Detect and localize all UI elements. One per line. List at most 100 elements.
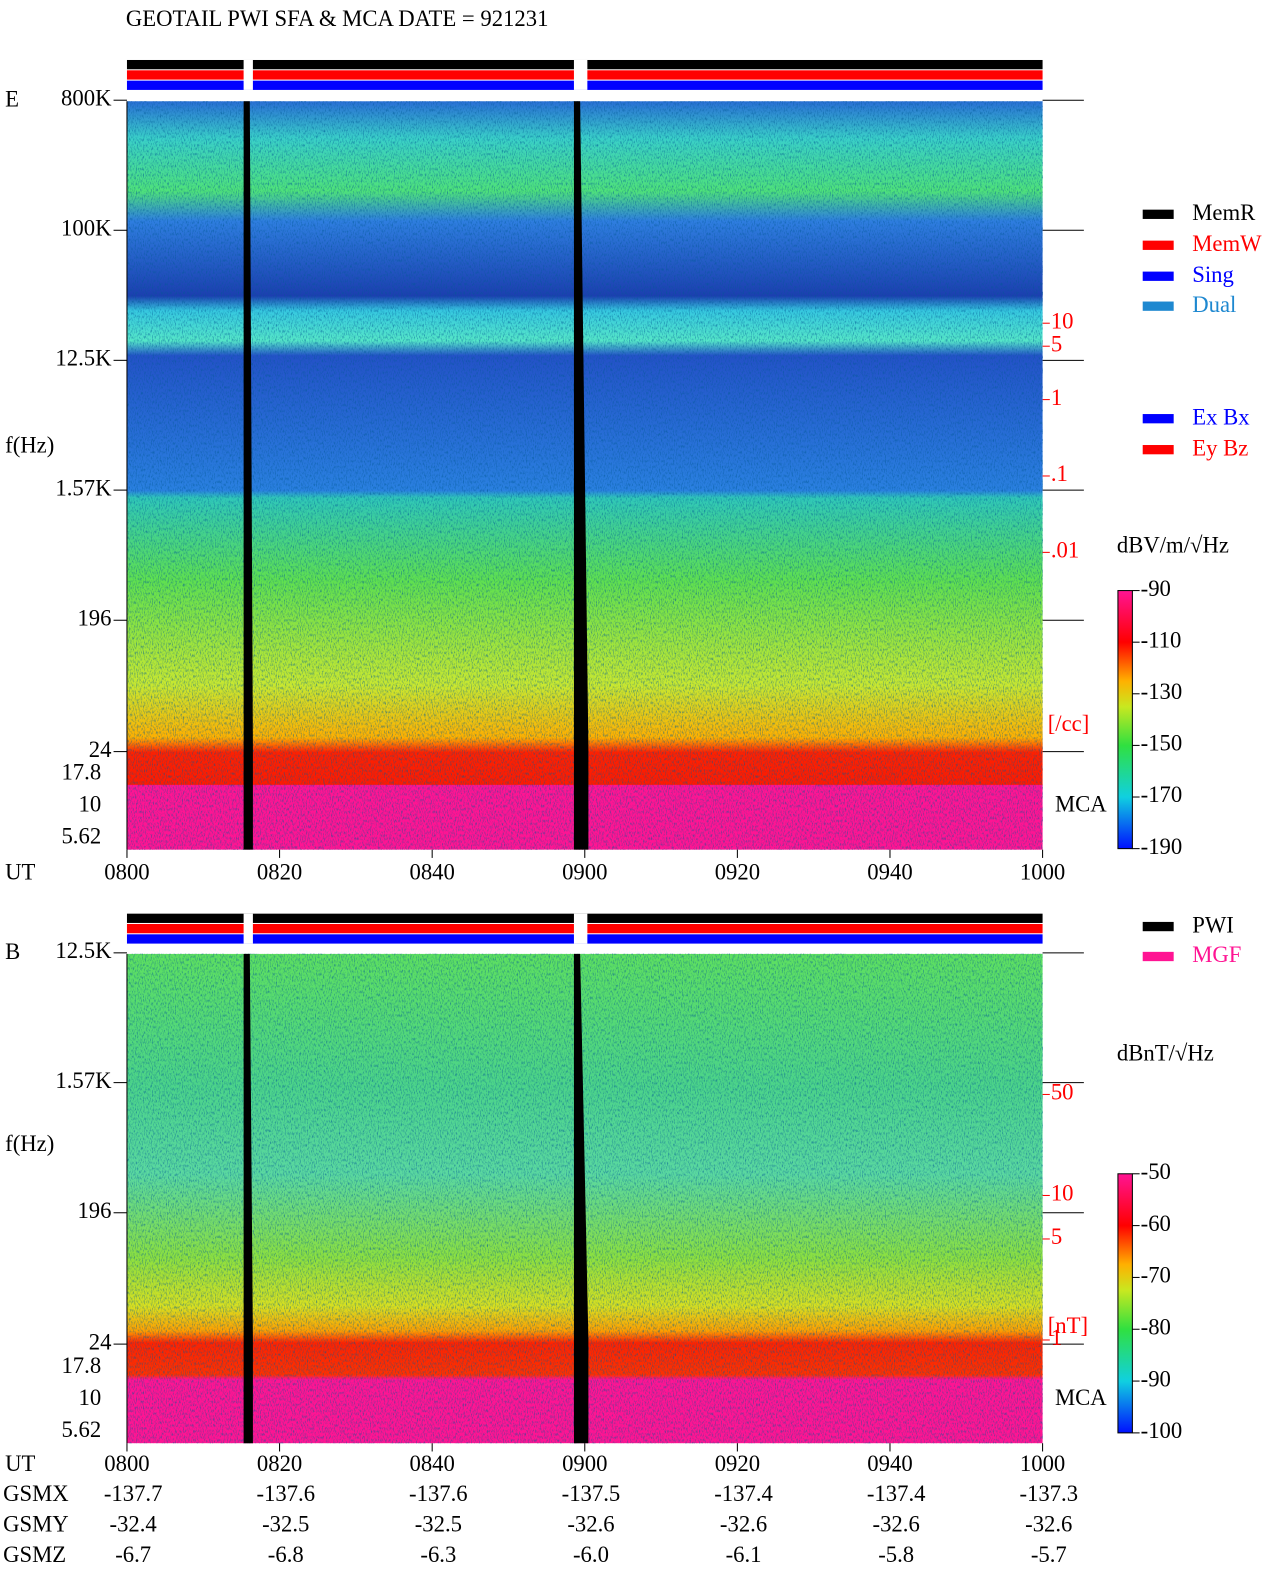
mca-channel-label: 10 [78, 792, 101, 817]
orbit-value: -137.7 [104, 1481, 163, 1506]
density-tick-label: 10 [1051, 308, 1074, 333]
orbit-value: -6.0 [573, 1542, 609, 1567]
y-axis-label: f(Hz) [5, 1131, 54, 1156]
colorbar-tick-label: -70 [1141, 1263, 1171, 1288]
y-tick-label: 1.57K [55, 1068, 112, 1093]
x-tick-label: 0820 [257, 1451, 302, 1476]
orbit-value: -32.6 [720, 1512, 767, 1537]
legend-swatch [1142, 240, 1174, 250]
density-tick-label: 5 [1051, 1224, 1062, 1249]
orbit-value: -32.4 [110, 1512, 157, 1537]
status-gap [243, 59, 253, 90]
colorbar-tick-label: -110 [1141, 627, 1182, 652]
x-tick-label: 0840 [409, 860, 454, 885]
colorbar-tick-label: -50 [1141, 1159, 1171, 1184]
colorbar-tick-label: -60 [1141, 1211, 1171, 1236]
colorbar-label: dBnT/√Hz [1117, 1040, 1214, 1065]
x-tick-label: 0800 [104, 1451, 149, 1476]
legend-label: MemR [1192, 200, 1256, 225]
density-tick-label: 1 [1051, 385, 1062, 410]
orbit-value: -5.8 [878, 1542, 914, 1567]
legend-swatch [1142, 271, 1174, 281]
x-axis-label: UT [5, 860, 35, 885]
x-tick-label: 0820 [257, 860, 302, 885]
legend-label: Dual [1192, 292, 1236, 317]
legend-label: PWI [1192, 912, 1234, 937]
status-gap [243, 913, 253, 944]
orbit-value: -32.5 [415, 1512, 462, 1537]
panel-label: E [5, 86, 19, 111]
y-tick-label: 100K [61, 215, 112, 240]
data-gap [243, 101, 253, 850]
data-gap [573, 101, 589, 850]
mca-label: MCA [1055, 792, 1107, 817]
colorbar-tick-label: -90 [1141, 576, 1171, 601]
density-tick-label: 50 [1051, 1080, 1074, 1105]
x-tick-label: 0800 [104, 860, 149, 885]
x-tick-label: 0920 [715, 1451, 760, 1476]
legend-swatch [1142, 951, 1174, 962]
x-tick-label: 0940 [867, 1451, 912, 1476]
data-gap [573, 953, 589, 1444]
orbit-value: -6.3 [420, 1542, 456, 1567]
legend-label: MGF [1192, 942, 1241, 967]
density-tick-label: 5 [1051, 331, 1062, 356]
orbit-row-name: GSMY [3, 1512, 69, 1537]
title: GEOTAIL PWI SFA & MCA DATE = 921231 [126, 6, 549, 31]
colorbar [1117, 1173, 1133, 1434]
density-unit: [nT] [1048, 1313, 1088, 1338]
legend-swatch [1142, 209, 1174, 219]
orbit-value: -137.4 [714, 1481, 773, 1506]
legend-label: Ey Bz [1192, 435, 1248, 460]
y-tick-label: 24 [89, 737, 112, 762]
status-gap [573, 59, 588, 90]
x-tick-label: 1000 [1020, 860, 1065, 885]
colorbar-tick-label: -170 [1141, 782, 1183, 807]
mca-channel-label: 17.8 [61, 1353, 101, 1378]
orbit-value: -32.6 [567, 1512, 614, 1537]
status-gap [573, 913, 588, 944]
orbit-row-name: GSMZ [3, 1542, 66, 1567]
orbit-value: -6.8 [268, 1542, 304, 1567]
orbit-value: -32.6 [873, 1512, 920, 1537]
orbit-value: -137.5 [562, 1481, 621, 1506]
orbit-value: -6.1 [726, 1542, 762, 1567]
x-tick-label: 0840 [409, 1451, 454, 1476]
y-axis-label: f(Hz) [5, 432, 54, 457]
x-tick-label: 0940 [867, 860, 912, 885]
y-tick-label: 12.5K [55, 346, 112, 371]
orbit-value: -137.3 [1019, 1481, 1078, 1506]
y-tick-label: 24 [89, 1329, 112, 1354]
panel-label: B [5, 939, 20, 964]
orbit-value: -137.6 [409, 1481, 468, 1506]
data-gap [243, 953, 253, 1444]
legend-label: Ex Bx [1192, 404, 1250, 429]
density-tick-label: 10 [1051, 1181, 1074, 1206]
density-tick-label: .1 [1051, 461, 1068, 486]
mca-label: MCA [1055, 1385, 1107, 1410]
colorbar-label: dBV/m/√Hz [1117, 532, 1229, 557]
density-unit: [/cc] [1048, 711, 1090, 736]
legend-swatch [1142, 414, 1174, 424]
y-tick-label: 196 [77, 605, 111, 630]
y-tick-label: 800K [61, 85, 112, 110]
orbit-value: -32.5 [262, 1512, 309, 1537]
x-tick-label: 0920 [715, 860, 760, 885]
x-tick-label: 1000 [1020, 1451, 1065, 1476]
x-tick-label: 0900 [562, 860, 607, 885]
panels: Ef(Hz)800K100K12.5K1.57K1962417.8105.62M… [3, 59, 1262, 1567]
orbit-value: -5.7 [1031, 1542, 1067, 1567]
legend-swatch [1142, 301, 1174, 311]
colorbar-tick-label: -130 [1141, 679, 1183, 704]
colorbar-tick-label: -100 [1141, 1418, 1183, 1443]
y-tick-label: 12.5K [55, 938, 112, 963]
orbit-value: -137.6 [256, 1481, 315, 1506]
x-axis-label: UT [5, 1451, 35, 1476]
mca-channel-label: 5.62 [61, 824, 101, 849]
legend-swatch [1142, 921, 1174, 932]
legend-label: Sing [1192, 262, 1234, 287]
colorbar-tick-label: -90 [1141, 1366, 1171, 1391]
colorbar [1117, 590, 1133, 850]
y-tick-label: 1.57K [55, 475, 112, 500]
